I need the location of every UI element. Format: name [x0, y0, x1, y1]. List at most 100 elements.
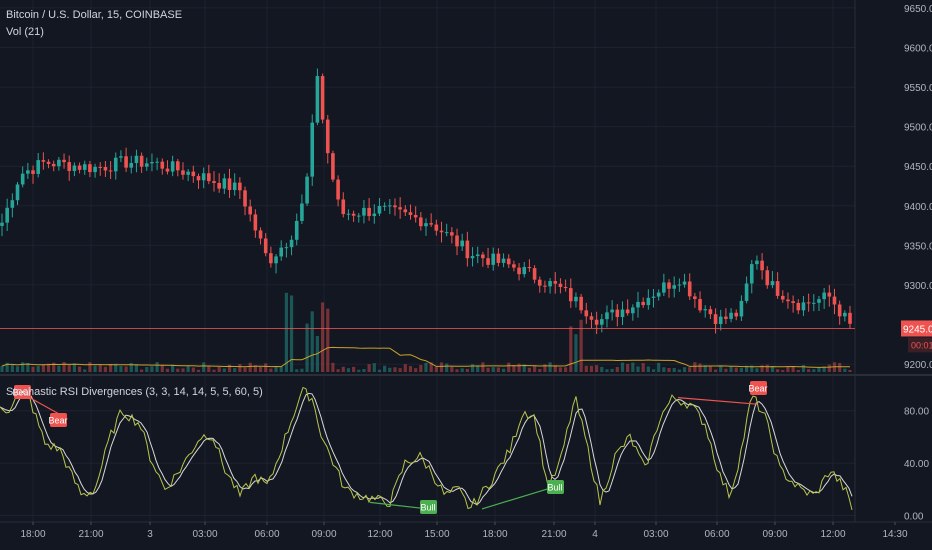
candle-body	[506, 258, 511, 265]
candle-body	[300, 203, 304, 221]
volume-bar	[403, 364, 407, 372]
candle-body	[310, 122, 315, 177]
candle-body	[739, 300, 744, 317]
candle-body	[150, 162, 154, 164]
volume-bar	[682, 367, 687, 372]
price-tick-label: 9600.00	[904, 43, 932, 54]
volume-bar	[445, 363, 449, 372]
candle-body	[196, 176, 201, 181]
volume-bar	[817, 367, 821, 372]
candle-body	[331, 153, 335, 180]
candle-body	[362, 207, 366, 216]
countdown-label: 00:01	[911, 340, 932, 350]
bull-signal-badge	[547, 480, 564, 494]
candle-body	[470, 256, 475, 259]
volume-bar	[543, 364, 547, 372]
volume-bar	[517, 363, 521, 372]
volume-bar	[357, 369, 361, 372]
volume-bar	[248, 362, 252, 372]
price-tick-label: 9400.00	[904, 202, 932, 213]
volume-bar	[615, 366, 619, 372]
candle-body	[62, 159, 66, 163]
candle-body	[212, 181, 216, 183]
volume-bar	[450, 366, 454, 372]
volume-bar	[708, 365, 712, 372]
volume-bar	[657, 362, 661, 372]
candle-body	[636, 301, 640, 308]
bear-signal-badge	[14, 385, 31, 399]
volume-bar	[501, 368, 506, 372]
volume-bar	[346, 368, 351, 372]
candle-body	[610, 309, 614, 313]
volume-bar	[310, 311, 314, 372]
volume-bar	[238, 364, 242, 372]
volume-bar	[439, 362, 444, 372]
volume-bar	[739, 368, 744, 372]
oscillator-legend[interactable]: Stochastic RSI Divergences (3, 3, 14, 14…	[6, 386, 263, 398]
candle-body	[382, 205, 387, 207]
volume-bar	[26, 362, 30, 372]
candle-body	[558, 283, 563, 287]
bull-divergence-line	[369, 501, 429, 510]
volume-bar	[124, 366, 128, 372]
candle-body	[522, 267, 527, 275]
candle-body	[553, 281, 558, 284]
candle-body	[207, 173, 211, 182]
candle-body	[113, 157, 118, 172]
candle-body	[31, 170, 35, 174]
volume-bar	[512, 365, 516, 372]
candle-body	[403, 209, 408, 213]
candle-body	[119, 156, 123, 158]
volume-bar	[527, 367, 532, 372]
volume-bar	[93, 365, 97, 372]
volume-bar	[108, 363, 113, 372]
volume-bar	[5, 362, 9, 372]
volume-bar	[295, 369, 299, 372]
volume-bar	[119, 365, 123, 372]
candle-body	[444, 232, 449, 234]
candle-body	[574, 296, 578, 302]
bear-signal-badge	[750, 381, 767, 395]
candle-body	[20, 173, 25, 185]
symbol-legend[interactable]: Bitcoin / U.S. Dollar, 15, COINBASE	[6, 9, 183, 21]
volume-bar	[491, 367, 495, 372]
volume-bar	[605, 369, 609, 372]
volume-bar	[129, 362, 133, 372]
candle-body	[186, 171, 190, 175]
volume-bar	[362, 368, 366, 372]
volume-bar	[595, 365, 599, 372]
candle-body	[796, 302, 801, 311]
candle-body	[77, 165, 82, 170]
volume-bar	[77, 366, 82, 372]
volume-bar	[72, 363, 76, 372]
candle-body	[568, 288, 573, 302]
price-tick-label: 9650.00	[904, 4, 932, 15]
candle-body	[667, 282, 671, 289]
volume-bar	[320, 302, 325, 372]
bull-signal-label: Bull	[547, 483, 562, 493]
volume-bar	[610, 368, 614, 372]
time-tick-label: 18:00	[20, 529, 45, 540]
time-tick-label: 12:00	[820, 529, 845, 540]
candle-body	[729, 312, 733, 319]
volume-bar	[98, 364, 102, 372]
candle-body	[108, 170, 113, 172]
volume-bar	[713, 369, 718, 372]
volume-bar	[264, 363, 268, 372]
volume-bar	[465, 368, 469, 372]
volume-bar	[434, 366, 438, 372]
volume-bar	[10, 364, 14, 372]
volume-bar	[279, 366, 283, 372]
candle-body	[377, 205, 382, 214]
osc-tick-label: 80.00	[904, 407, 929, 418]
volume-bar	[672, 368, 676, 372]
candle-body	[269, 253, 273, 264]
volume-bar	[227, 364, 232, 372]
candle-body	[93, 166, 97, 173]
candle-body	[72, 165, 77, 171]
candle-body	[351, 213, 356, 216]
volume-legend[interactable]: Vol (21)	[6, 26, 44, 38]
price-tick-label: 9550.00	[904, 83, 932, 94]
volume-bar	[812, 369, 816, 372]
